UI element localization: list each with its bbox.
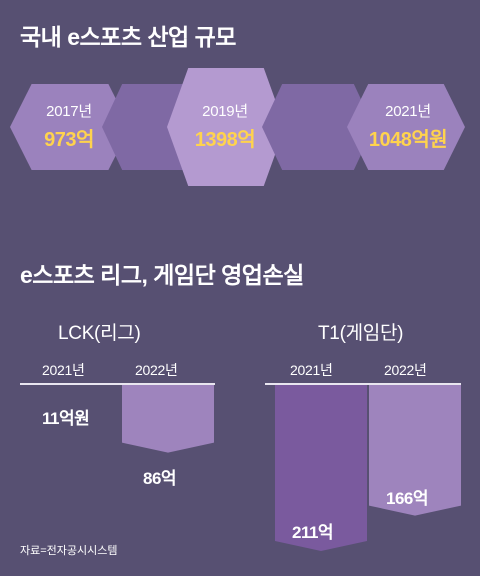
t1-year-2022: 2022년 xyxy=(384,362,427,378)
market-year-label: 2019년 xyxy=(202,103,248,120)
t1-year-2021: 2021년 xyxy=(290,362,333,378)
lck-baseline xyxy=(20,383,215,385)
lck-bar-2022년 xyxy=(122,385,214,453)
market-size-title: 국내 e스포츠 산업 규모 xyxy=(20,24,236,50)
t1-2021-value: 211억 xyxy=(292,523,334,542)
lck-2022-value: 86억 xyxy=(143,469,177,488)
hexagon-2021 xyxy=(347,84,465,170)
hexagon-band xyxy=(10,68,465,186)
lck-year-2021: 2021년 xyxy=(42,362,85,378)
lck-year-2022: 2022년 xyxy=(135,362,178,378)
hexagon-2017 xyxy=(10,84,130,170)
t1-bar-2022년 xyxy=(369,385,461,516)
market-2017: 2017년 973억 xyxy=(9,100,129,152)
t1-2022-value: 166억 xyxy=(386,489,429,508)
t1-bar-2021년 xyxy=(275,385,367,551)
lck-chart-title: LCK(리그) xyxy=(58,323,141,344)
market-year-label: 2017년 xyxy=(46,103,92,120)
t1-baseline xyxy=(265,383,461,385)
source-note: 자료=전자공시시스템 xyxy=(20,545,118,557)
market-value-label: 1398억 xyxy=(194,129,256,151)
t1-chart-title: T1(게임단) xyxy=(318,323,404,344)
hexagon-connector xyxy=(262,84,374,170)
operating-loss-title: e스포츠 리그, 게임단 영업손실 xyxy=(20,262,304,288)
market-value-label: 1048억원 xyxy=(368,129,448,151)
market-2019: 2019년 1398억 xyxy=(165,100,285,152)
hexagon-2019 xyxy=(167,68,285,186)
market-value-label: 973억 xyxy=(44,129,94,151)
market-year-label: 2021년 xyxy=(385,103,431,120)
lck-2021-value: 11억원 xyxy=(42,409,90,428)
market-2021: 2021년 1048억원 xyxy=(348,100,468,152)
lck-bar-2021년 xyxy=(30,384,122,394)
